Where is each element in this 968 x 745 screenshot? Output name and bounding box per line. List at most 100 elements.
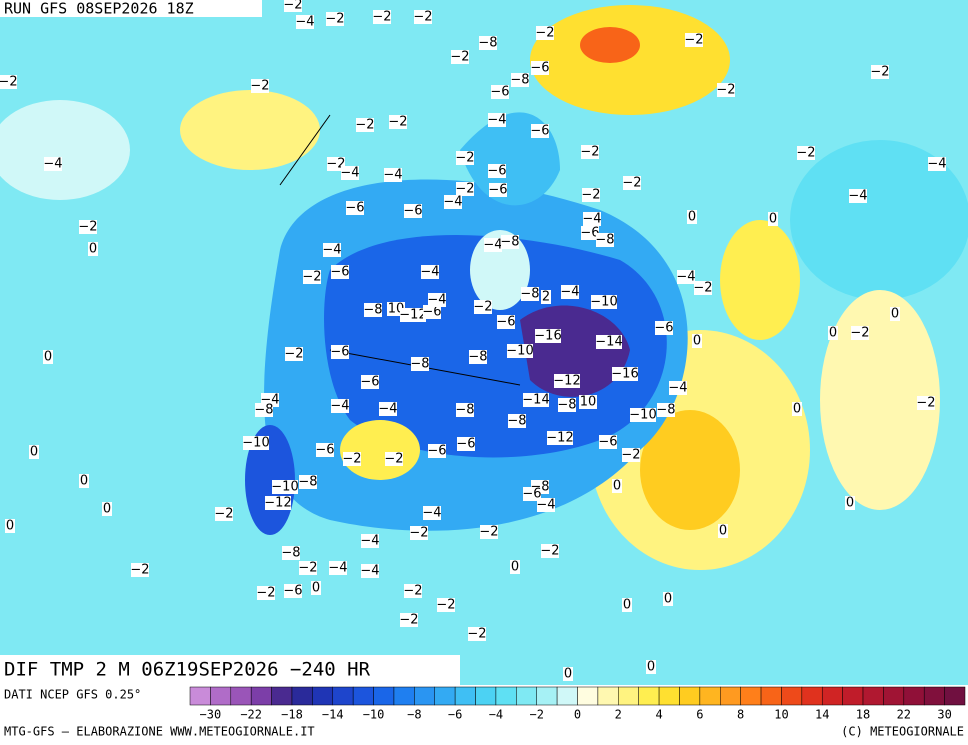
colorbar-swatch: [740, 686, 762, 706]
contour-label-bg: [622, 448, 640, 462]
contour-label-bg: [468, 627, 486, 641]
contour-label: −8: [557, 398, 576, 413]
contour-label-bg: [428, 444, 446, 458]
contour-label-bg: [265, 496, 291, 510]
contour-label-bg: [692, 334, 702, 348]
colorbar-label: −4: [489, 708, 503, 722]
contour-label-bg: [497, 315, 515, 329]
contour-label: −4: [668, 381, 687, 396]
contour-label: −2: [384, 452, 403, 467]
contour-label-bg: [5, 519, 15, 533]
copyright-label: (C) METEOGIORNALE: [841, 725, 964, 739]
contour-label-bg: [717, 83, 735, 97]
contour-label: −10: [506, 344, 533, 359]
colorbar-swatch: [923, 686, 945, 706]
contour-label: −8: [520, 287, 539, 302]
contour-label: −8: [410, 357, 429, 372]
contour-label: −2: [298, 561, 317, 576]
contour-label: −4: [420, 265, 439, 280]
contour-label-bg: [561, 285, 579, 299]
contour-label-bg: [251, 79, 269, 93]
contour-label: −4: [360, 534, 379, 549]
contour-label-bg: [43, 350, 53, 364]
contour-label: −8: [298, 475, 317, 490]
contour-label: −6: [283, 584, 302, 599]
contour-label: −2: [283, 0, 302, 13]
contour-label: −12: [399, 308, 426, 323]
credit-label: MTG-GFS – ELABORAZIONE WWW.METEOGIORNALE…: [4, 725, 315, 739]
contour-label: −14: [595, 335, 622, 350]
contour-label: −2: [326, 157, 345, 172]
colorbar-swatch: [495, 686, 517, 706]
contour-label-bg: [243, 436, 269, 450]
colorbar-swatch: [862, 686, 884, 706]
contour-label-bg: [677, 270, 695, 284]
contour-label: −16: [534, 329, 561, 344]
contour-label: −2: [403, 584, 422, 599]
contour-label: −8: [595, 233, 614, 248]
contour-label: −2: [214, 507, 233, 522]
contour-label: −8: [468, 350, 487, 365]
contour-label-bg: [523, 393, 549, 407]
contour-label-bg: [510, 560, 520, 574]
contour-label-bg: [583, 212, 601, 226]
colorbar-swatch: [516, 686, 537, 706]
colorbar-swatch: [454, 686, 476, 706]
contour-label-bg: [0, 75, 17, 89]
contour-label: −8: [363, 303, 382, 318]
contour-label: −2: [581, 188, 600, 203]
colorbar-swatch: [475, 686, 497, 706]
contour-label-bg: [389, 115, 407, 129]
colorbar-swatch: [903, 686, 925, 706]
contour-label: −4: [582, 212, 601, 227]
contour-label: −4: [427, 293, 446, 308]
header-box: [0, 0, 262, 17]
contour-label: −6: [580, 226, 599, 241]
contour-label: −2: [130, 563, 149, 578]
contour-label: −2: [409, 526, 428, 541]
contour-label-bg: [657, 403, 675, 417]
contour-label: −2: [372, 10, 391, 25]
contour-label-bg: [385, 452, 403, 466]
contour-label-bg: [282, 546, 300, 560]
contour-label-bg: [373, 10, 391, 24]
contour-label-bg: [599, 435, 617, 449]
contour-label-bg: [531, 124, 549, 138]
contour-label-bg: [131, 563, 149, 577]
contour-label-bg: [531, 61, 549, 75]
contour-label-bg: [685, 33, 703, 47]
contour-label-bg: [356, 118, 374, 132]
colorbar-swatch: [638, 686, 660, 706]
colorbar-swatch: [597, 686, 619, 706]
colorbar-swatch: [944, 686, 966, 706]
contour-label-bg: [537, 498, 555, 512]
contour-label-bg: [423, 305, 441, 319]
contour-label: −6: [315, 443, 334, 458]
field-label: DIF TMP 2 M 06Z19SEP2026 −240 HR: [4, 659, 371, 681]
colorbar-swatch: [414, 686, 435, 706]
contour-label-bg: [456, 151, 474, 165]
contour-label-bg: [272, 480, 298, 494]
contour-label-bg: [547, 431, 573, 445]
contour-label-bg: [541, 290, 551, 304]
contour-label-bg: [536, 26, 554, 40]
contour-label-bg: [484, 238, 502, 252]
colorbar-swatch: [821, 686, 843, 706]
contour-label-bg: [331, 345, 349, 359]
contour-label: −2: [325, 12, 344, 27]
contour-label: 0: [846, 496, 854, 511]
contour-label-bg: [257, 586, 275, 600]
contour-label-bg: [612, 479, 622, 493]
contour-label-bg: [845, 496, 855, 510]
contour-label: −4: [340, 166, 359, 181]
contour-label: −6: [345, 201, 364, 216]
contour-label-bg: [491, 85, 509, 99]
contour-label-bg: [521, 287, 539, 301]
contour-label-bg: [928, 157, 946, 171]
contour-label-bg: [488, 113, 506, 127]
contour-label: −6: [530, 124, 549, 139]
contour-label-bg: [596, 233, 614, 247]
contour-label-bg: [410, 526, 428, 540]
colorbar-swatch: [434, 686, 456, 706]
contour-label: −8: [478, 36, 497, 51]
